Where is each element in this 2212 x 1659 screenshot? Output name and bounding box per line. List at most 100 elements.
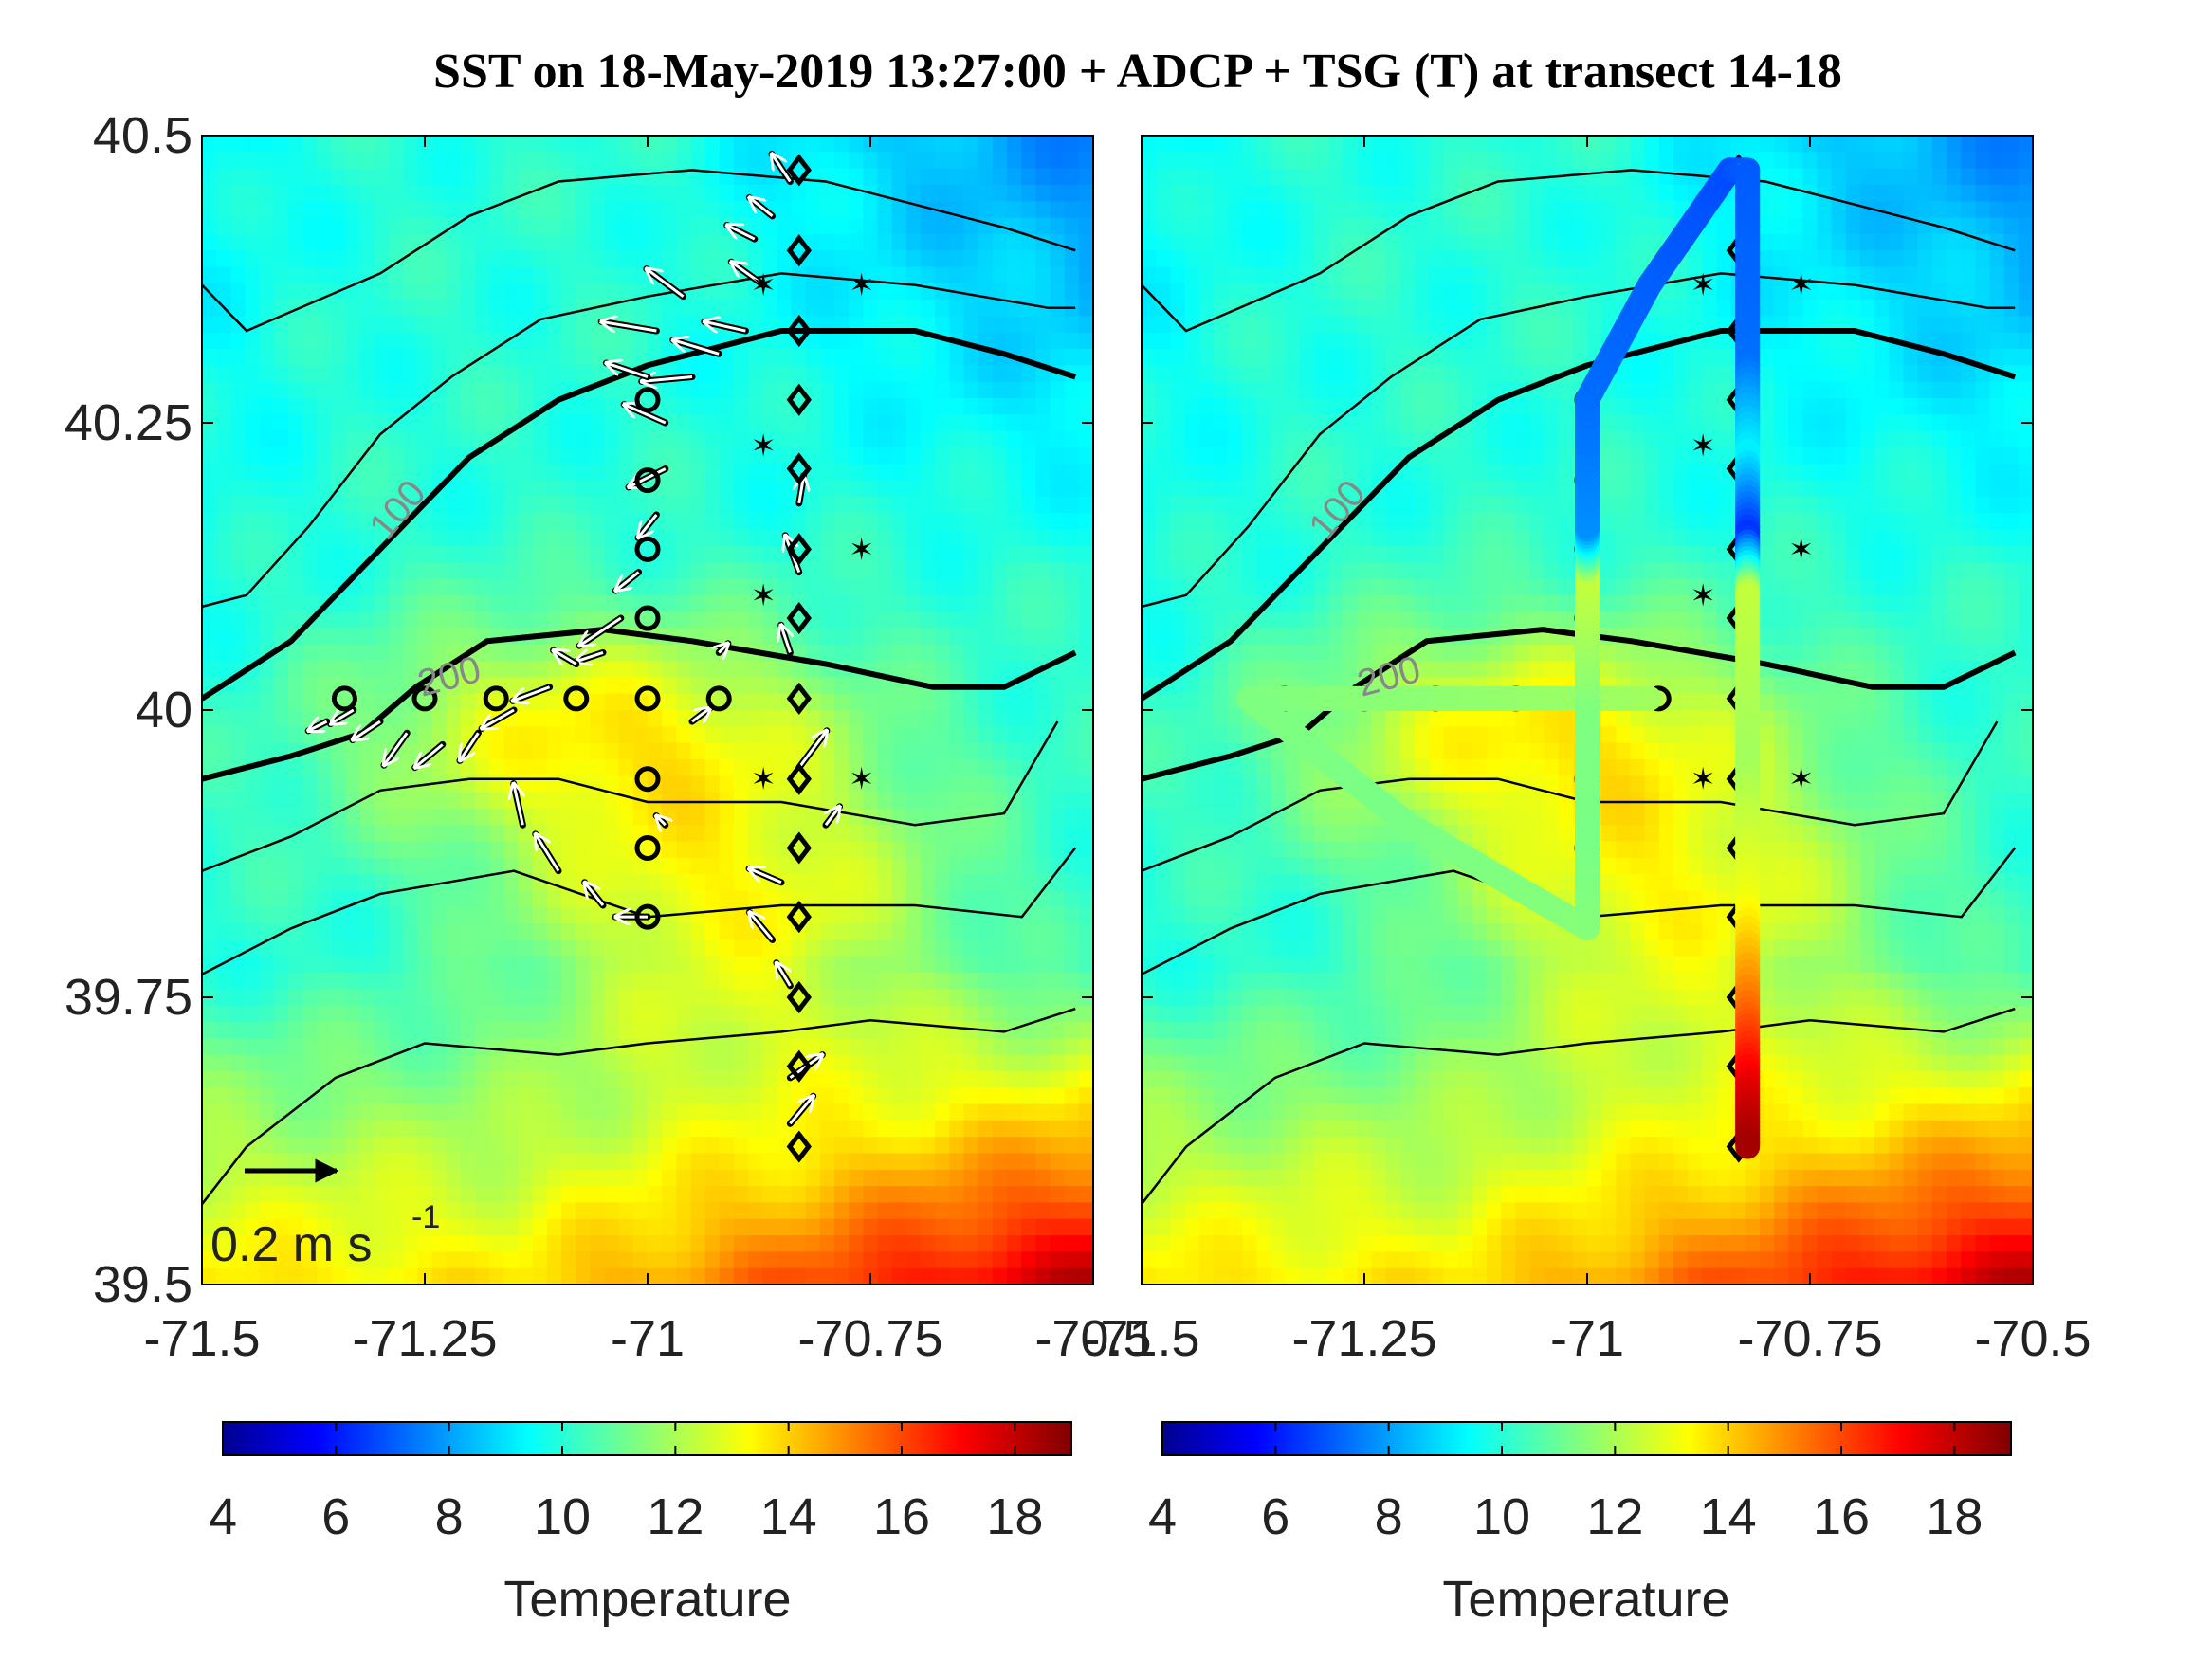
sst-cell [230, 464, 247, 482]
sst-cell [905, 1186, 922, 1204]
sst-cell [302, 233, 319, 251]
sst-cell [949, 1087, 965, 1105]
sst-cell [1170, 447, 1186, 465]
sst-cell [460, 398, 476, 416]
sst-cell [259, 710, 275, 728]
sst-cell [489, 152, 505, 170]
sst-cell [202, 939, 217, 957]
sst-cell [834, 710, 850, 728]
sst-cell [259, 184, 275, 202]
sst-cell [230, 611, 247, 629]
sst-cell [704, 742, 721, 760]
sst-cell [834, 1235, 850, 1253]
sst-cell [863, 283, 879, 301]
sst-cell [431, 545, 448, 563]
sst-cell [949, 414, 965, 432]
sst-cell [1007, 184, 1022, 202]
sst-cell [431, 923, 448, 941]
sst-cell [230, 677, 247, 695]
sst-cell [345, 1005, 361, 1023]
sst-cell [1213, 184, 1229, 202]
sst-cell [1184, 808, 1200, 826]
sst-cell [877, 398, 893, 416]
sst-cell [834, 545, 850, 563]
sst-cell [905, 1235, 922, 1253]
sst-cell [863, 1054, 879, 1072]
sst-cell [302, 201, 319, 219]
sst-cell [618, 447, 634, 465]
sst-cell [978, 906, 994, 924]
sst-cell [1142, 496, 1157, 514]
sst-cell [805, 152, 821, 170]
sst-cell [259, 611, 275, 629]
sst-cell [662, 857, 678, 875]
sst-cell [834, 332, 850, 350]
sst-cell [891, 398, 907, 416]
sst-cell [978, 480, 994, 498]
sst-cell [489, 1054, 505, 1072]
sst-cell [1021, 1038, 1037, 1056]
sst-cell [704, 447, 721, 465]
sst-cell [1021, 1120, 1037, 1138]
sst-cell [921, 447, 937, 465]
sst-cell [632, 184, 649, 202]
sst-cell [819, 874, 835, 892]
sst-cell [518, 1137, 534, 1155]
sst-cell [877, 266, 893, 284]
sst-cell [460, 1186, 476, 1204]
sst-cell [905, 1137, 922, 1155]
sst-cell [618, 250, 634, 268]
sst-cell [1021, 266, 1037, 284]
sst-cell [216, 1202, 232, 1220]
sst-cell [748, 1267, 764, 1285]
sst-cell [576, 742, 592, 760]
sst-cell [532, 1267, 548, 1285]
sst-cell [632, 349, 649, 367]
sst-cell [546, 266, 562, 284]
sst-cell [905, 726, 922, 744]
sst-cell [819, 758, 835, 776]
sst-cell [259, 906, 275, 924]
sst-cell [849, 1087, 865, 1105]
sst-cell [590, 1054, 606, 1072]
sst-cell [532, 1235, 548, 1253]
sst-cell [1064, 973, 1080, 991]
sst-cell [618, 758, 634, 776]
sst-cell [546, 825, 562, 843]
station-diamond [786, 1130, 812, 1163]
sst-cell [704, 300, 721, 318]
sst-cell [704, 956, 721, 974]
sst-cell [1142, 300, 1157, 318]
sst-cell [992, 414, 1008, 432]
sst-cell [632, 414, 649, 432]
sst-cell [1142, 710, 1157, 728]
sst-cell [1050, 545, 1066, 563]
sst-cell [230, 365, 247, 383]
sst-cell [1021, 152, 1037, 170]
sst-cell [1142, 1251, 1157, 1269]
sst-cell [1213, 1267, 1229, 1285]
sst-cell [1064, 1235, 1080, 1253]
sst-cell [302, 1022, 319, 1040]
sst-cell [963, 628, 979, 646]
sst-cell [259, 1153, 275, 1171]
sst-cell [389, 1005, 405, 1023]
sst-cell [259, 1169, 275, 1187]
sst-cell [905, 578, 922, 596]
sst-cell [921, 644, 937, 662]
adcp-vector [749, 868, 782, 884]
sst-cell [546, 496, 562, 514]
sst-cell [475, 906, 491, 924]
sst-cell [389, 1186, 405, 1204]
sst-cell [777, 1103, 793, 1121]
sst-cell [345, 447, 361, 465]
sst-cell [546, 480, 562, 498]
sst-cell [389, 184, 405, 202]
sst-cell [1228, 1202, 1243, 1220]
sst-cell [704, 661, 721, 679]
sst-cell [992, 792, 1008, 810]
sst-cell [604, 496, 620, 514]
sst-cell [288, 890, 303, 908]
sst-cell [1142, 939, 1157, 957]
sst-cell [1021, 825, 1037, 843]
